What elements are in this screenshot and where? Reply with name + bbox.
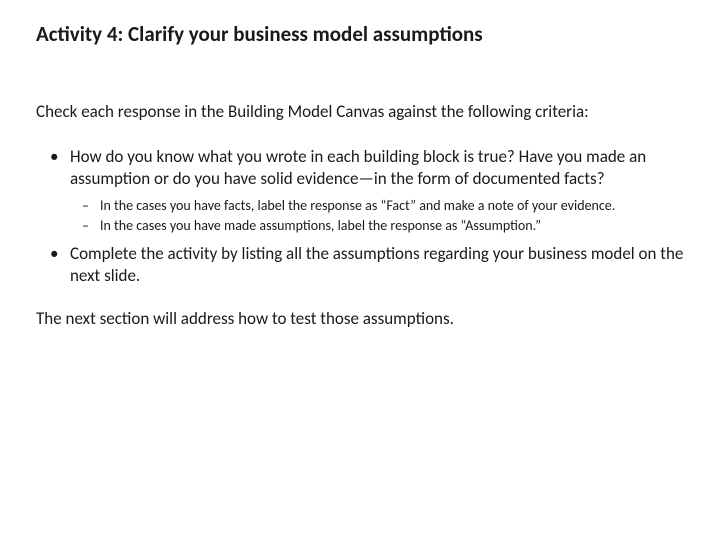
bullet-text: How do you know what you wrote in each b… xyxy=(70,146,646,188)
intro-text: Check each response in the Building Mode… xyxy=(36,101,684,122)
sub-bullet-item: In the cases you have made assumptions, … xyxy=(70,217,684,235)
bullet-item: Complete the activity by listing all the… xyxy=(36,243,684,286)
bullet-list: How do you know what you wrote in each b… xyxy=(36,146,684,285)
closing-text: The next section will address how to tes… xyxy=(36,308,684,329)
bullet-item: How do you know what you wrote in each b… xyxy=(36,146,684,235)
slide-title: Activity 4: Clarify your business model … xyxy=(36,22,684,47)
sub-bullet-item: In the cases you have facts, label the r… xyxy=(70,197,684,215)
sub-bullet-list: In the cases you have facts, label the r… xyxy=(70,197,684,235)
bullet-text: Complete the activity by listing all the… xyxy=(70,243,683,285)
